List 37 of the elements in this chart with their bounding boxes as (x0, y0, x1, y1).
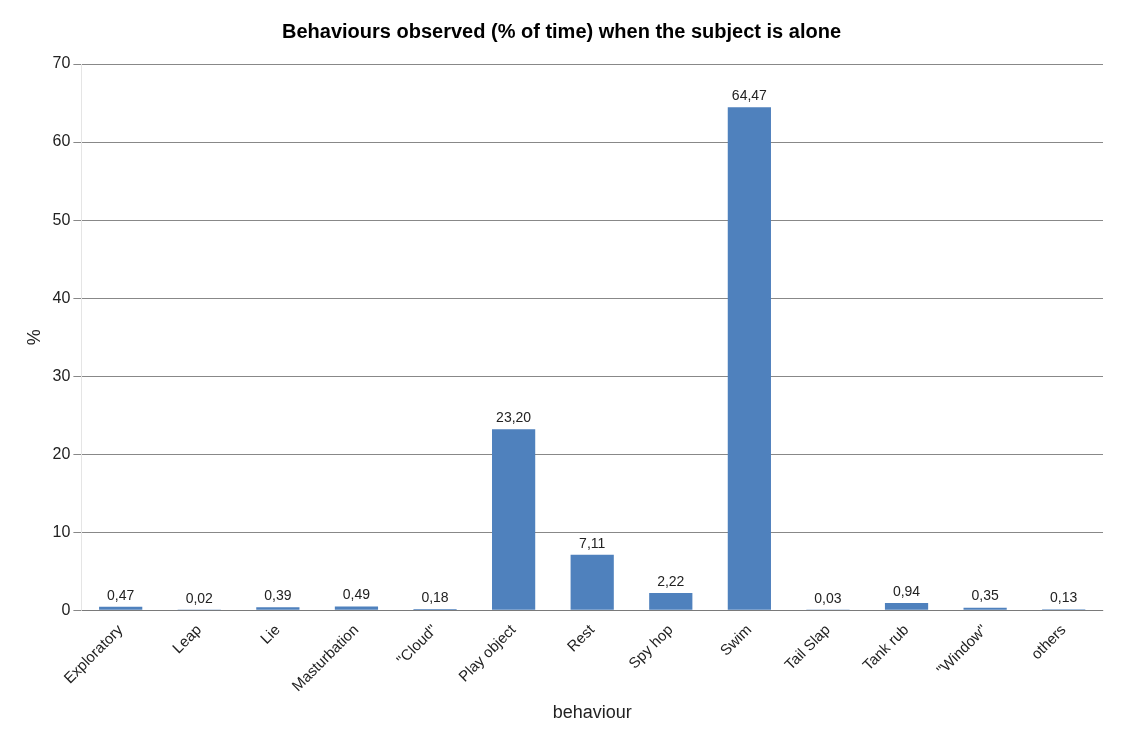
y-tick-label: 30 (52, 366, 71, 384)
data-label: 0,47 (107, 586, 135, 603)
y-tick-label: 60 (52, 132, 71, 150)
data-label: 0,18 (421, 588, 449, 605)
x-tick-label: Spy hop (624, 620, 676, 672)
y-tick-label: 0 (61, 600, 71, 618)
data-label: 0,49 (342, 586, 371, 603)
y-tick-label: 20 (52, 444, 71, 462)
chart-title: Behaviours observed (% of time) when the subject is alone (281, 19, 842, 42)
y-tick-label: 70 (52, 54, 71, 72)
y-tick-label: 10 (52, 522, 71, 540)
bar (884, 603, 929, 610)
data-label: 2,22 (657, 572, 685, 589)
data-label: 0,35 (971, 587, 999, 604)
data-label: 7,11 (579, 534, 606, 551)
bar (256, 607, 300, 610)
x-tick-label: Tail Slap (780, 620, 833, 673)
bar (963, 607, 1007, 610)
bar (99, 606, 143, 610)
y-tick-label: 50 (52, 210, 71, 228)
data-label: 23,20 (496, 409, 532, 426)
bar (649, 593, 693, 610)
data-label: 0,39 (264, 587, 292, 604)
bar (334, 606, 379, 610)
data-label: 0,13 (1050, 589, 1078, 606)
bar (570, 554, 614, 610)
bar (727, 107, 771, 610)
data-label: 0,94 (892, 582, 921, 599)
data-label: 64,47 (731, 87, 768, 104)
data-label: 0,02 (185, 590, 214, 607)
bar (492, 429, 536, 610)
data-label: 0,03 (814, 589, 842, 606)
x-tick-label: Lie (256, 620, 283, 647)
y-tick-label: 40 (52, 288, 71, 306)
x-tick-label: Tank rub (858, 620, 912, 674)
x-axis-title: behaviour (552, 702, 632, 723)
y-axis-title: % (23, 329, 44, 346)
